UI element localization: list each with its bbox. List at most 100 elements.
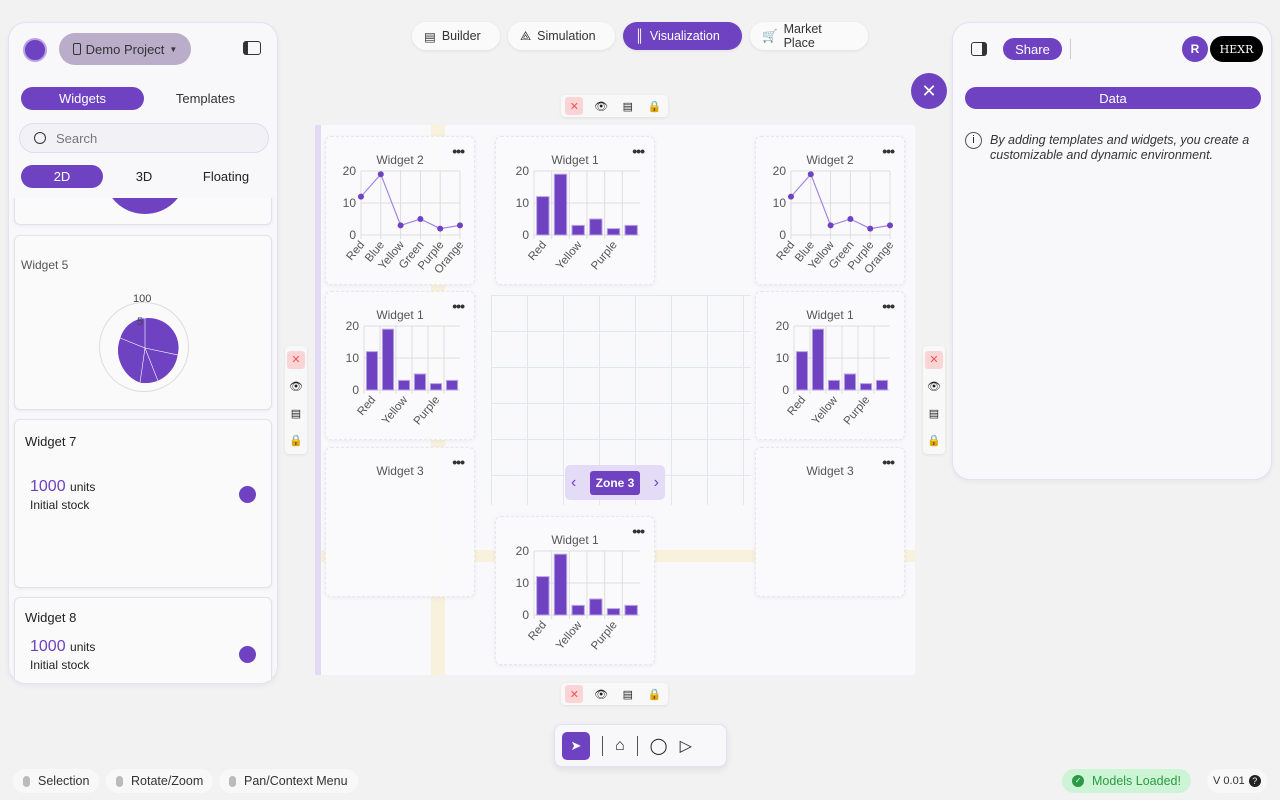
tools-button[interactable]: ✕ — [911, 73, 947, 109]
share-button[interactable]: Share — [1003, 38, 1062, 60]
eye-icon[interactable]: 👁 — [594, 100, 609, 113]
visualization-icon: ║ — [635, 29, 644, 43]
more-menu-icon[interactable]: ••• — [882, 298, 895, 314]
bar-chart-icon[interactable] — [239, 486, 256, 503]
point-purple — [437, 225, 444, 232]
bar-yellow — [571, 224, 585, 236]
play-tool-icon[interactable]: ▷ — [679, 737, 692, 755]
more-menu-icon[interactable]: ••• — [452, 298, 465, 314]
mode-floating[interactable]: Floating — [202, 169, 250, 184]
more-menu-icon[interactable]: ••• — [452, 143, 465, 159]
bar-yellow — [397, 379, 411, 391]
bar-red — [795, 351, 809, 391]
nav-builder[interactable]: ▤ Builder — [412, 22, 500, 50]
y-tick-label: 0 — [779, 228, 786, 242]
point-blue — [377, 171, 384, 178]
lock-icon[interactable]: 🔒 — [647, 100, 662, 113]
eye-icon[interactable]: 👁 — [289, 381, 303, 393]
comment-tool-icon[interactable]: ◯ — [649, 737, 668, 755]
more-menu-icon[interactable]: ••• — [452, 454, 465, 470]
y-tick-label: 0 — [522, 228, 529, 242]
more-menu-icon[interactable]: ••• — [632, 523, 645, 539]
widget-3-left[interactable]: Widget 3 ••• — [325, 447, 475, 597]
point-purple — [867, 225, 874, 232]
widget-2-right[interactable]: 0 10 20 Red Blue Yellow Green Purple Orange Widge… — [755, 136, 905, 285]
widget-card-8[interactable]: Widget 8 1000 units Initial stock — [14, 597, 272, 683]
close-icon[interactable]: ✕ — [287, 350, 305, 369]
x-tick-label: Purple — [412, 394, 443, 427]
layers-icon[interactable]: ▤ — [290, 408, 302, 420]
nav-market-place[interactable]: 🛒 Market Place — [750, 22, 868, 50]
chevron-left-icon[interactable]: ‹ — [571, 473, 577, 491]
tab-widgets[interactable]: Widgets — [21, 87, 144, 110]
bar-green — [589, 218, 603, 236]
bar-yellow — [827, 379, 841, 391]
mode-3d[interactable]: 3D — [135, 169, 153, 184]
series-line — [790, 173, 891, 230]
x-tick-label: Yellow — [810, 394, 841, 427]
lock-icon[interactable]: 🔒 — [927, 435, 941, 447]
mode-2d[interactable]: 2D — [21, 165, 103, 188]
y-tick-label: 10 — [776, 351, 790, 365]
cart-icon: 🛒 — [762, 28, 778, 43]
lock-icon[interactable]: 🔒 — [647, 688, 662, 701]
more-menu-icon[interactable]: ••• — [632, 143, 645, 159]
widget-card-7[interactable]: Widget 7 1000 units Initial stock — [14, 419, 272, 588]
y-tick-label: 0 — [352, 383, 359, 397]
more-menu-icon[interactable]: ••• — [882, 143, 895, 159]
series-line — [360, 173, 461, 230]
mouse-left-icon — [23, 775, 30, 787]
layers-icon[interactable]: ▤ — [928, 408, 940, 420]
bar-purple — [429, 383, 443, 391]
nav-visualization[interactable]: ║ Visualization — [623, 22, 742, 50]
close-icon[interactable]: ✕ — [925, 350, 943, 369]
close-icon[interactable]: ✕ — [565, 97, 584, 115]
widget-1-top[interactable]: 0 10 20 Red Yellow Purple Widget 1 ••• — [495, 136, 655, 285]
eye-icon[interactable]: 👁 — [594, 688, 609, 701]
panel-toggle-icon[interactable] — [971, 42, 987, 56]
bar-red — [365, 351, 379, 391]
y-tick-label: 10 — [516, 196, 530, 210]
point-green — [417, 216, 424, 222]
bar-orange — [445, 379, 459, 391]
point-yellow — [827, 222, 834, 229]
widget-1-bottom[interactable]: 0 10 20 Red Yellow Purple Widget 1 ••• — [495, 516, 655, 665]
close-icon[interactable]: ✕ — [565, 685, 584, 703]
eye-icon[interactable]: 👁 — [927, 381, 941, 393]
search-input[interactable]: Search — [19, 123, 269, 153]
x-tick-label: Yellow — [380, 394, 411, 427]
bar-blue — [553, 553, 568, 616]
simulation-icon: ⟁ — [520, 28, 532, 43]
bar-orange — [624, 224, 638, 236]
widget-3-right[interactable]: Widget 3 ••• — [755, 447, 905, 597]
y-tick-label: 20 — [776, 319, 790, 333]
bar-purple — [606, 608, 621, 616]
app-logo[interactable] — [23, 38, 47, 62]
bar-chart-icon[interactable] — [239, 646, 256, 663]
bar-red — [536, 196, 550, 236]
widget-2-left[interactable]: 0 10 20 Red Blue Yellow Green Purple Orange Widge… — [325, 136, 475, 285]
point-orange — [887, 222, 893, 229]
more-menu-icon[interactable]: ••• — [882, 454, 895, 470]
widget-card-5[interactable]: Widget 5 100 5 — [14, 235, 272, 410]
chevron-right-icon[interactable]: › — [653, 473, 659, 491]
lock-icon[interactable]: 🔒 — [289, 435, 303, 447]
tab-data[interactable]: Data — [965, 87, 1261, 109]
sidebar-toggle-icon[interactable] — [243, 41, 261, 55]
right-panel: Share R HEXR Data i By adding templates … — [952, 22, 1272, 480]
avatar[interactable]: R — [1182, 36, 1208, 62]
nav-simulation[interactable]: ⟁ Simulation — [508, 22, 615, 50]
bar-green — [413, 373, 427, 391]
layers-icon[interactable]: ▤ — [622, 688, 634, 701]
widget-card-pie[interactable] — [14, 198, 272, 225]
tab-templates[interactable]: Templates — [175, 91, 236, 106]
bookmark-tool-icon[interactable]: ⌂ — [615, 736, 625, 754]
bar-purple — [859, 383, 873, 391]
pointer-tool-icon[interactable]: ➤ — [562, 731, 590, 760]
widget-1-right[interactable]: 0 10 20 Red Yellow Purple Widget 1 ••• — [755, 291, 905, 440]
y-tick-label: 20 — [516, 164, 530, 178]
project-dropdown[interactable]: Demo Project ▼ — [59, 33, 191, 65]
help-icon[interactable]: ? — [1248, 775, 1261, 787]
layers-icon[interactable]: ▤ — [622, 100, 634, 113]
widget-1-left[interactable]: 0 10 20 Red Yellow Purple Widget 1 ••• — [325, 291, 475, 440]
